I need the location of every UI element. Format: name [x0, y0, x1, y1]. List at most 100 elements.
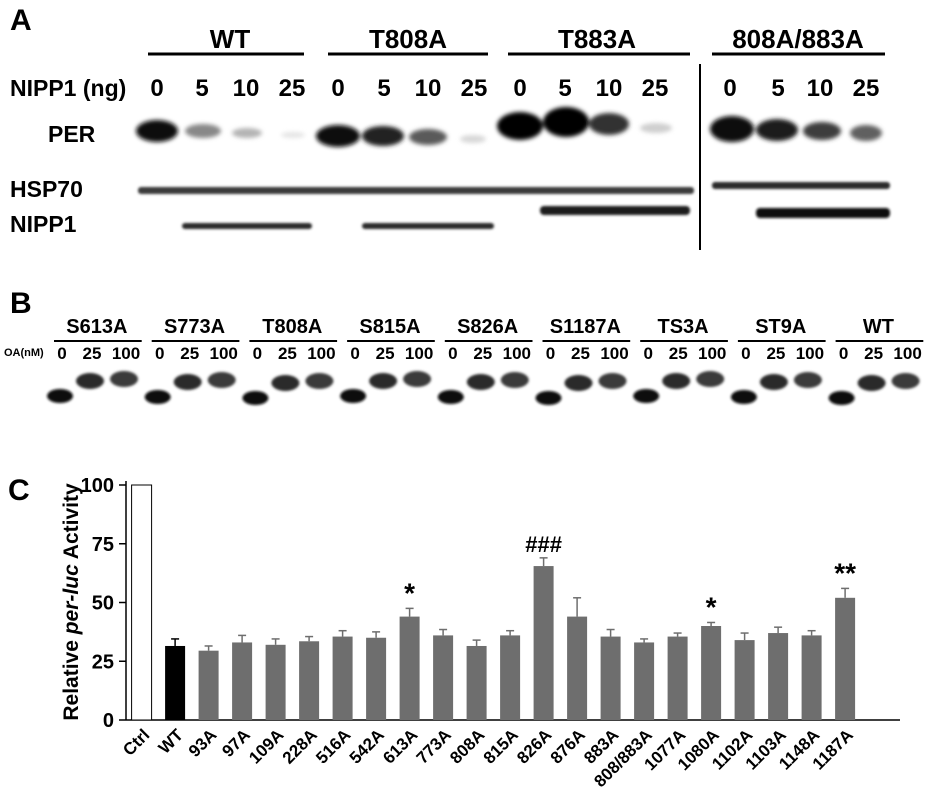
mobility-band: [110, 371, 138, 387]
dose-t883a-0: 0: [513, 75, 526, 102]
nipp1-band: [362, 223, 494, 229]
x-tick-label: 542A: [346, 725, 388, 767]
bar: [835, 597, 856, 720]
oa-dose-label: 100: [893, 344, 921, 363]
per-band: [710, 116, 754, 142]
lane-label: S815A: [359, 316, 420, 338]
hsp70-blot: [138, 182, 890, 194]
per-band: [281, 132, 305, 138]
mobility-band: [437, 390, 464, 404]
oa-dose-label: 0: [57, 344, 66, 363]
mobility-band: [76, 373, 104, 389]
bar: [667, 636, 688, 720]
mobility-band: [564, 375, 593, 391]
per-band: [497, 112, 543, 140]
mobility-band: [598, 373, 627, 389]
mobility-band: [793, 372, 822, 388]
per-band: [232, 128, 262, 138]
oa-dose-label: 25: [278, 344, 297, 363]
nipp1-band: [756, 208, 890, 218]
oa-dose-label: 25: [376, 344, 395, 363]
oa-dose-label: 0: [741, 344, 750, 363]
x-tick-label: Ctrl: [119, 725, 153, 759]
oa-dose-label: 100: [210, 344, 238, 363]
x-tick-label: 109A: [245, 725, 287, 767]
group-label-t883a: T883A: [558, 24, 636, 54]
per-band: [460, 135, 486, 143]
mobility-band: [144, 390, 171, 404]
mobility-band: [662, 373, 691, 389]
oa-dose-label: 0: [546, 344, 555, 363]
panel-a: A WT T808A T883A 808A/883A NIPP1 (ng) 0 …: [10, 4, 890, 250]
oa-dose-label: 100: [698, 344, 726, 363]
panel-c-letter: C: [8, 474, 30, 507]
oa-dose-label: 100: [307, 344, 335, 363]
bar: [768, 633, 789, 720]
mobility-band: [891, 373, 920, 389]
per-blot: [136, 107, 882, 147]
bar: [332, 636, 353, 720]
bar: [198, 650, 219, 720]
dose-t808a-5: 5: [377, 75, 390, 102]
oa-dose-label: 25: [571, 344, 590, 363]
per-band: [850, 125, 882, 141]
mobility-band: [47, 389, 73, 403]
per-band: [185, 124, 221, 138]
panel-b-letter: B: [10, 287, 32, 320]
per-band: [589, 113, 629, 135]
oa-dose-label: 100: [112, 344, 140, 363]
bar: [299, 641, 320, 720]
nipp1-band: [182, 223, 312, 229]
nipp1-blot: [182, 206, 890, 229]
oa-label: OA(nM): [4, 347, 44, 359]
oa-dose-label: 100: [796, 344, 824, 363]
per-band: [803, 122, 841, 140]
y-tick-label: 75: [92, 534, 114, 556]
dose-wt-0: 0: [150, 75, 163, 102]
x-tick-label: 773A: [413, 725, 455, 767]
dose-wt-5: 5: [195, 75, 208, 102]
x-tick-label: 815A: [480, 725, 522, 767]
mobility-band: [340, 389, 367, 403]
dose-t883a-10: 10: [596, 75, 623, 102]
dose-t808a-10: 10: [415, 75, 442, 102]
oa-dose-label: 0: [253, 344, 262, 363]
bar: [801, 635, 822, 720]
dose-t883a-25: 25: [642, 75, 669, 102]
panel-c: C Relative per-luc Activity 0 25 50 75 100 Ct…: [8, 474, 900, 791]
y-axis-label-pre: Relative: [60, 634, 83, 720]
lane-label: WT: [863, 316, 894, 338]
bar: [265, 644, 286, 720]
dose-wt-25: 25: [279, 75, 306, 102]
lane-label: T808A: [262, 316, 322, 338]
oa-dose-label: 25: [864, 344, 883, 363]
per-band: [362, 126, 404, 146]
bar: [366, 637, 387, 720]
dose-wt-10: 10: [233, 75, 260, 102]
oa-dose-label: 100: [405, 344, 433, 363]
mobility-band: [242, 391, 269, 405]
significance-label: *: [706, 591, 717, 622]
lane-label: S613A: [66, 316, 127, 338]
mobility-band: [633, 389, 660, 403]
group-label-808a-883a: 808A/883A: [732, 24, 864, 54]
mobility-band: [173, 374, 202, 390]
bar: [533, 566, 554, 720]
dose-t808a-0: 0: [331, 75, 344, 102]
lane-label: TS3A: [657, 316, 708, 338]
dose-dbl-25: 25: [853, 75, 880, 102]
oa-dose-label: 25: [83, 344, 102, 363]
y-axis-label-post: Activity: [60, 483, 83, 564]
dose-t808a-25: 25: [461, 75, 488, 102]
bar: [734, 640, 755, 720]
oa-dose-label: 25: [766, 344, 785, 363]
x-tick-label: 613A: [379, 725, 421, 767]
oa-dose-label: 25: [669, 344, 688, 363]
x-tick-label: 516A: [312, 725, 354, 767]
dose-label: NIPP1 (ng): [10, 75, 126, 101]
mobility-band: [535, 391, 562, 405]
mobility-band: [500, 372, 529, 388]
oa-dose-label: 0: [839, 344, 848, 363]
hsp70-band: [138, 187, 694, 194]
